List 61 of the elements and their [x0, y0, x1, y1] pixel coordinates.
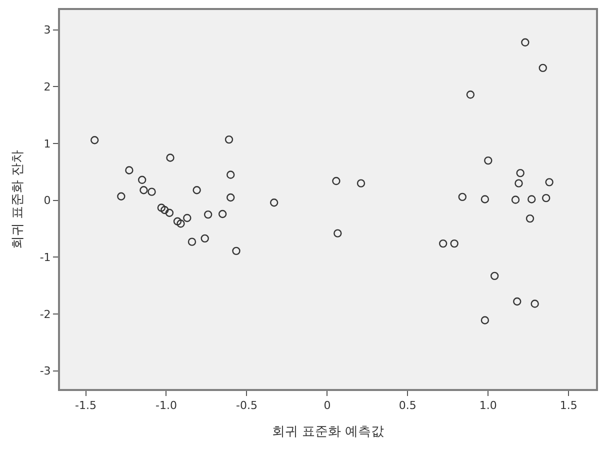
point: [200, 234, 209, 243]
point: [511, 196, 520, 204]
x-tick-label: -1.0: [155, 399, 177, 412]
point: [140, 186, 148, 194]
y-tick-label: -2: [40, 308, 51, 321]
point: [232, 246, 240, 256]
point: [334, 229, 342, 238]
point: [138, 176, 146, 184]
point: [356, 179, 366, 188]
point: [165, 208, 174, 217]
point: [480, 316, 490, 324]
point: [514, 179, 523, 188]
point: [466, 90, 475, 99]
point: [438, 239, 448, 248]
x-tick-label: 1.0: [479, 399, 497, 412]
point: [117, 192, 126, 200]
point: [526, 214, 534, 223]
point: [458, 192, 466, 202]
point: [183, 214, 192, 222]
point: [173, 217, 182, 226]
point: [218, 210, 227, 218]
point: [490, 272, 499, 280]
point: [545, 178, 554, 186]
point: [204, 210, 212, 219]
point: [226, 170, 235, 179]
point: [538, 64, 547, 72]
x-tick-label: 0.5: [398, 399, 416, 412]
point: [516, 168, 524, 178]
x-tick-label: -0.5: [236, 399, 258, 412]
point: [157, 204, 166, 212]
point: [450, 239, 458, 248]
point: [192, 186, 201, 194]
x-tick-label: -1.5: [75, 399, 96, 412]
x-tick-label: 1.5: [560, 399, 578, 412]
point: [226, 193, 235, 202]
point: [90, 136, 99, 144]
y-tick-label: 3: [44, 24, 51, 37]
point: [166, 154, 174, 162]
point: [521, 38, 530, 46]
y-tick-label: -1: [40, 251, 51, 264]
point: [160, 206, 169, 214]
point: [270, 198, 278, 207]
point: [332, 176, 340, 186]
point: [125, 166, 134, 174]
y-tick-label: -3: [40, 364, 51, 378]
point: [148, 188, 156, 196]
point: [188, 238, 196, 246]
y-tick-label: 0: [44, 194, 51, 208]
point: [528, 195, 536, 204]
point: [513, 297, 522, 306]
y-axis-title: 회귀 표준화 잔차: [10, 150, 26, 250]
y-tick-label: 1: [44, 137, 51, 150]
point: [484, 156, 492, 165]
point: [542, 194, 550, 202]
point: [176, 220, 185, 228]
point: [530, 300, 539, 308]
x-tick-label: 0: [324, 399, 331, 412]
point: [480, 195, 490, 204]
point: [224, 135, 234, 144]
x-axis-title: 회귀 표준화 예측값: [272, 424, 384, 440]
y-tick-label: 2: [44, 80, 51, 94]
